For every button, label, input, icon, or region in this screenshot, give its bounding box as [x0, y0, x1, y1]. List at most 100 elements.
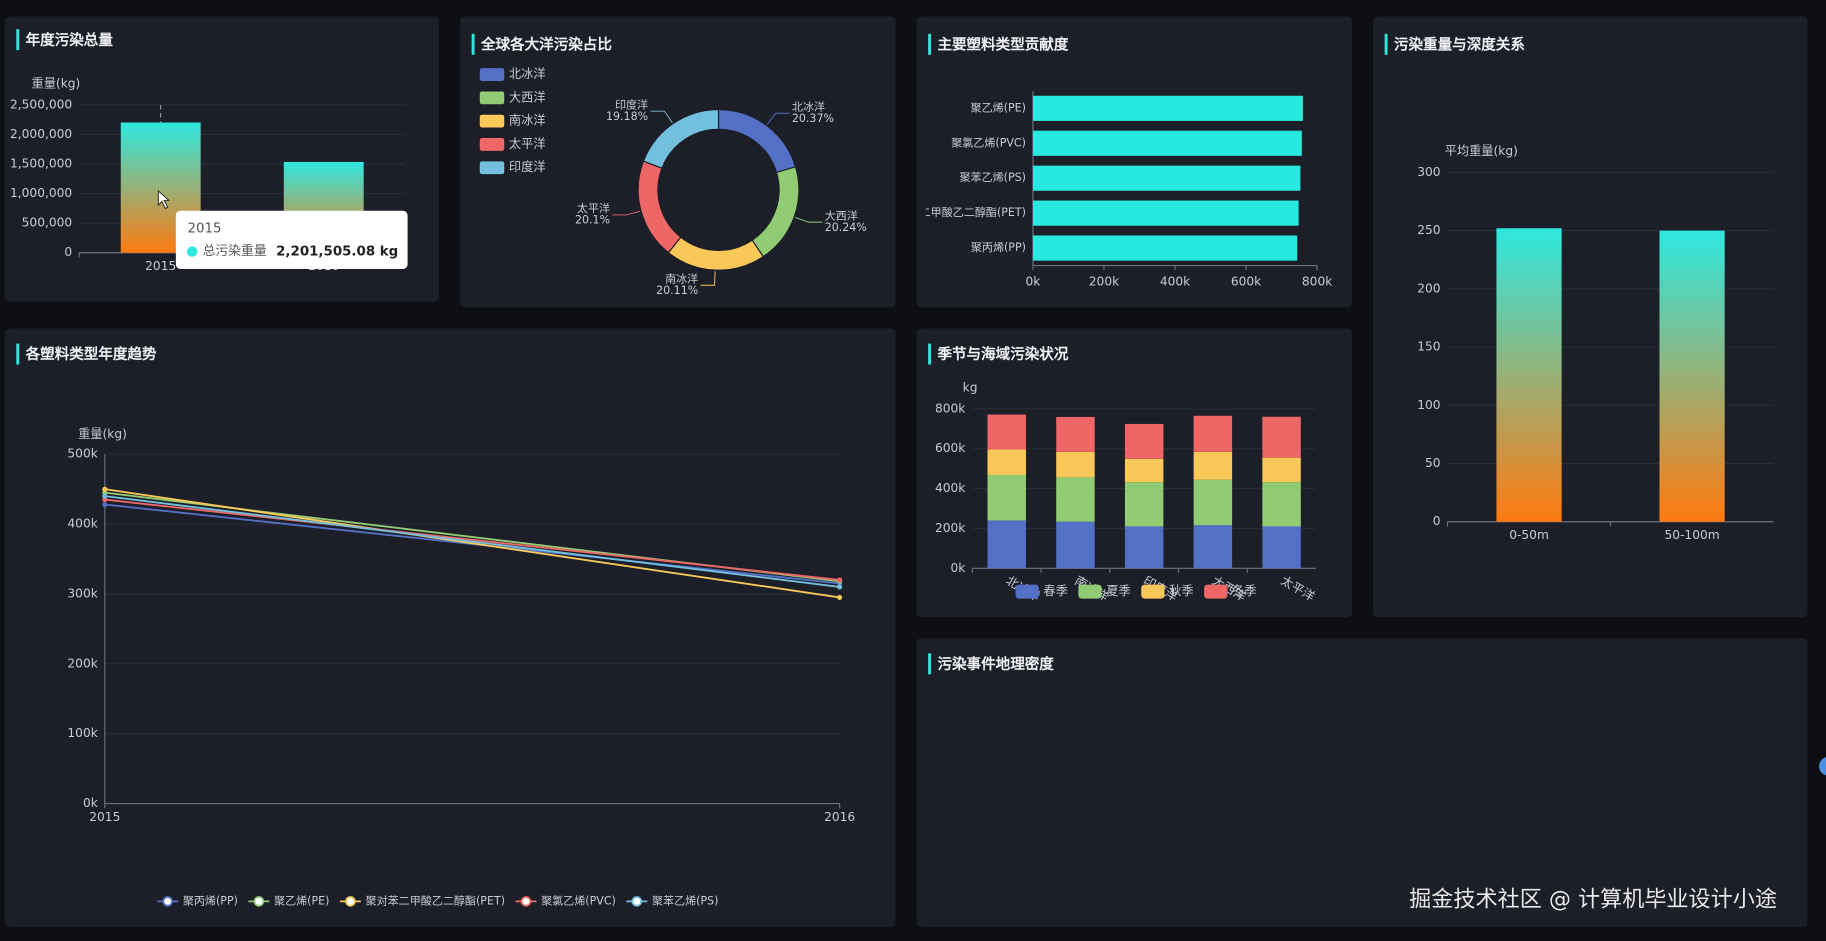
- bar-segment: [1262, 526, 1301, 569]
- bar: [1032, 95, 1303, 121]
- slice-value: 20.1%: [575, 214, 610, 227]
- bar-segment: [1262, 416, 1301, 458]
- slice-value: 19.18%: [606, 110, 648, 123]
- bar: [1496, 228, 1562, 522]
- tooltip-label: 总污染重量: [203, 243, 267, 259]
- bar-segment: [1124, 526, 1164, 569]
- y-axis-name: 重量(kg): [31, 76, 80, 90]
- panel: [459, 16, 896, 308]
- slice-label: 太平洋: [577, 201, 610, 215]
- bar-segment: [1193, 479, 1233, 526]
- y-tick-label: 200k: [67, 656, 98, 670]
- point: [837, 594, 843, 600]
- y-tick-label: 50: [1425, 456, 1441, 470]
- legend-marker: [253, 896, 265, 907]
- x-tick-label: 50-100m: [1664, 528, 1719, 542]
- y-tick-label: 300: [1417, 165, 1440, 179]
- legend-label: 印度洋: [509, 159, 546, 174]
- legend-swatch: [1015, 584, 1039, 599]
- bar-segment: [1056, 521, 1095, 569]
- point: [102, 486, 108, 492]
- panel-title: 年度污染总量: [26, 31, 114, 49]
- x-tick-label: 200k: [1089, 274, 1120, 288]
- point: [102, 493, 108, 499]
- legend-swatch: [479, 68, 505, 81]
- legend-swatch: [1078, 584, 1102, 599]
- panel-title: 全球各大洋污染占比: [480, 35, 612, 53]
- legend-swatch: [479, 138, 505, 151]
- legend-swatch: [479, 161, 505, 175]
- y-tick-label: 100: [1417, 398, 1440, 412]
- y-tick-label: 500k: [67, 447, 98, 461]
- panel-title: 季节与海域污染状况: [937, 345, 1068, 363]
- legend-swatch: [479, 91, 505, 105]
- donut-slice: [642, 108, 720, 169]
- title-accent: [16, 29, 20, 51]
- legend-marker: [345, 896, 356, 907]
- legend-label: 聚丙烯(PP): [183, 894, 238, 907]
- y-tick-label: 聚乙烯(PE): [971, 101, 1026, 114]
- bar-segment: [1262, 457, 1301, 483]
- y-tick-label: 0: [1433, 514, 1441, 528]
- x-tick-label: 800k: [1302, 274, 1333, 288]
- x-tick-label: 0-50m: [1509, 528, 1549, 542]
- slice-label: 大西洋: [825, 208, 858, 222]
- y-tick-label: 0k: [83, 796, 99, 810]
- label-line: [795, 216, 823, 223]
- legend-label: 南冰洋: [509, 113, 546, 128]
- bar-segment: [1124, 423, 1164, 459]
- bar-segment: [1056, 451, 1095, 478]
- panel-title: 各塑料类型年度趋势: [25, 345, 157, 363]
- label-line: [700, 271, 716, 286]
- legend-label: 聚对苯二甲酸乙二醇酯(PET): [366, 893, 505, 907]
- y-tick-label: 400k: [935, 481, 966, 495]
- y-axis-name: 平均重量(kg): [1445, 144, 1518, 158]
- title-accent: [928, 33, 932, 55]
- y-tick-label: 500,000: [22, 216, 73, 230]
- label-line: [650, 110, 673, 123]
- point: [102, 501, 108, 508]
- bar-segment: [987, 449, 1026, 475]
- legend-label: 冬季: [1232, 583, 1256, 598]
- y-tick-label: 1,500,000: [10, 156, 72, 170]
- legend-marker: [631, 896, 643, 907]
- bar: [1032, 165, 1301, 191]
- bar-segment: [1124, 482, 1164, 527]
- y-tick-label: 400k: [67, 517, 98, 531]
- x-tick-label: 600k: [1231, 274, 1262, 288]
- y-tick-label: 600k: [935, 441, 966, 455]
- panel: [4, 328, 896, 927]
- legend-label: 春季: [1043, 584, 1067, 598]
- legend-label: 大西洋: [509, 89, 546, 104]
- legend-marker: [162, 896, 173, 907]
- label-line: [766, 112, 790, 125]
- label-line: [612, 210, 640, 216]
- y-tick-label: 250: [1417, 223, 1440, 237]
- slice-label: 北冰洋: [792, 99, 825, 113]
- y-tick-label: 聚氯乙烯(PVC): [951, 135, 1026, 149]
- legend-swatch: [1141, 584, 1165, 599]
- cursor: [157, 189, 171, 210]
- y-tick-label: 1,000,000: [10, 186, 72, 200]
- tooltip-value: 2,201,505.08 kg: [276, 245, 398, 260]
- title-accent: [471, 33, 475, 55]
- y-axis-name: kg: [963, 380, 978, 394]
- side-button[interactable]: [1819, 757, 1826, 776]
- legend-label: 夏季: [1106, 584, 1130, 598]
- slice-value: 20.11%: [656, 284, 698, 297]
- slice-value: 20.37%: [792, 112, 834, 125]
- series-line: [104, 488, 840, 599]
- panel-title: 主要塑料类型贡献度: [937, 35, 1068, 53]
- y-tick-label: 0: [64, 245, 72, 259]
- legend-label: 聚乙烯(PE): [274, 894, 329, 907]
- bar-segment: [1056, 477, 1095, 522]
- y-axis-name: 重量(kg): [78, 427, 127, 441]
- legend-label: 聚苯乙烯(PS): [652, 893, 718, 907]
- title-accent: [1384, 33, 1388, 55]
- legend-swatch: [479, 114, 505, 128]
- bar: [1032, 200, 1299, 226]
- y-tick-label: 2,000,000: [10, 127, 72, 141]
- point: [837, 577, 843, 583]
